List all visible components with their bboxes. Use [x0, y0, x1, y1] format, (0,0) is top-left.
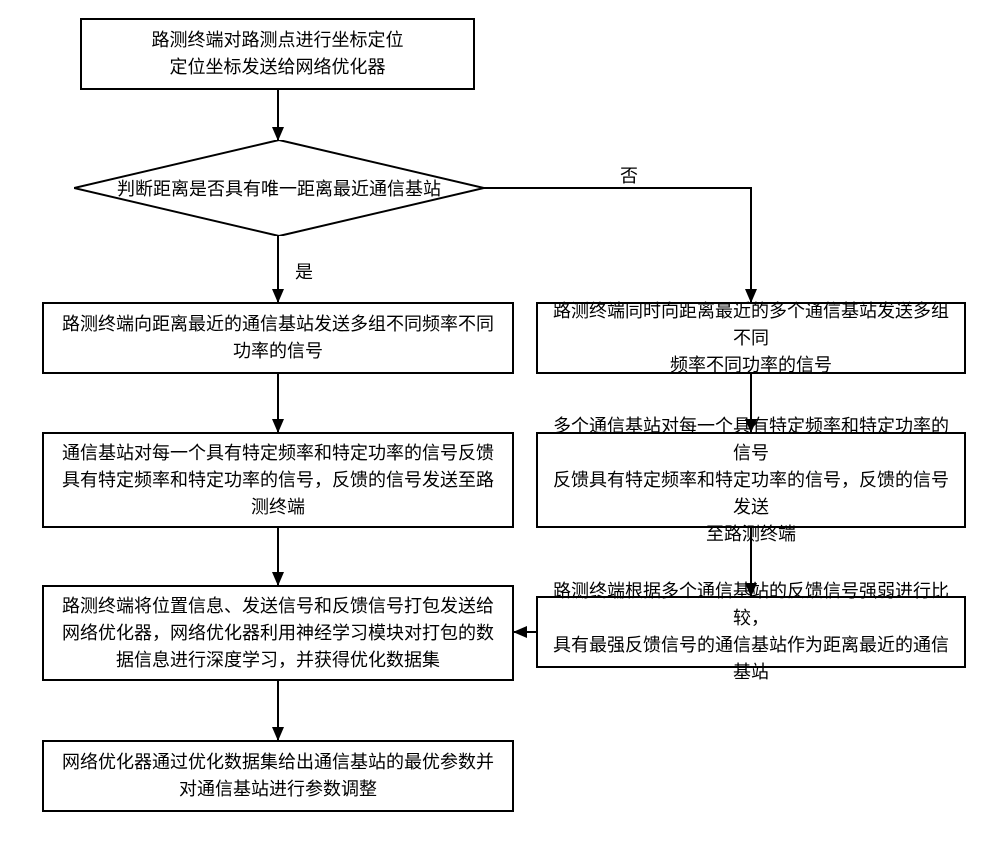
node-text: 路测终端根据多个通信基站的反馈信号强弱进行比较，	[553, 581, 949, 628]
node-text: 通信基站对每一个具有特定频率和特定功率的信号反馈	[62, 443, 494, 463]
flow-node: 路测终端根据多个通信基站的反馈信号强弱进行比较， 具有最强反馈信号的通信基站作为…	[536, 596, 966, 668]
flow-node: 路测终端将位置信息、发送信号和反馈信号打包发送给 网络优化器，网络优化器利用神经…	[42, 585, 514, 681]
flow-node: 多个通信基站对每一个具有特定频率和特定功率的信号 反馈具有特定频率和特定功率的信…	[536, 432, 966, 528]
node-text: 具有最强反馈信号的通信基站作为距离最近的通信基站	[553, 635, 949, 682]
node-text: 网络优化器，网络优化器利用神经学习模块对打包的数	[62, 623, 494, 643]
edge-label-yes: 是	[295, 258, 313, 284]
node-text: 频率不同功率的信号	[670, 355, 832, 375]
flow-node: 路测终端向距离最近的通信基站发送多组不同频率不同 功率的信号	[42, 302, 514, 374]
node-text: 路测终端将位置信息、发送信号和反馈信号打包发送给	[62, 596, 494, 616]
node-text: 路测终端同时向距离最近的多个通信基站发送多组不同	[553, 301, 949, 348]
node-text: 对通信基站进行参数调整	[179, 779, 377, 799]
node-text: 测终端	[251, 497, 305, 517]
node-text: 功率的信号	[233, 341, 323, 361]
node-text: 路测终端向距离最近的通信基站发送多组不同频率不同	[62, 314, 494, 334]
node-text: 网络优化器通过优化数据集给出通信基站的最优参数并	[62, 752, 494, 772]
node-text: 路测终端对路测点进行坐标定位	[152, 30, 404, 50]
node-text: 定位坐标发送给网络优化器	[170, 57, 386, 77]
node-text: 反馈具有特定频率和特定功率的信号，反馈的信号发送	[553, 470, 949, 517]
flow-node: 通信基站对每一个具有特定频率和特定功率的信号反馈 具有特定频率和特定功率的信号，…	[42, 432, 514, 528]
flow-node-end: 网络优化器通过优化数据集给出通信基站的最优参数并 对通信基站进行参数调整	[42, 740, 514, 812]
node-text: 判断距离是否具有唯一距离最近通信基站	[117, 175, 441, 201]
flow-node: 路测终端同时向距离最近的多个通信基站发送多组不同 频率不同功率的信号	[536, 302, 966, 374]
node-text: 至路测终端	[706, 524, 796, 544]
node-text: 据信息进行深度学习，并获得优化数据集	[116, 650, 440, 670]
node-text: 具有特定频率和特定功率的信号，反馈的信号发送至路	[62, 470, 494, 490]
flow-decision-node: 判断距离是否具有唯一距离最近通信基站	[74, 140, 484, 236]
edge-label-no: 否	[620, 162, 638, 188]
flow-node-start: 路测终端对路测点进行坐标定位 定位坐标发送给网络优化器	[80, 18, 475, 90]
node-text: 多个通信基站对每一个具有特定频率和特定功率的信号	[553, 416, 949, 463]
